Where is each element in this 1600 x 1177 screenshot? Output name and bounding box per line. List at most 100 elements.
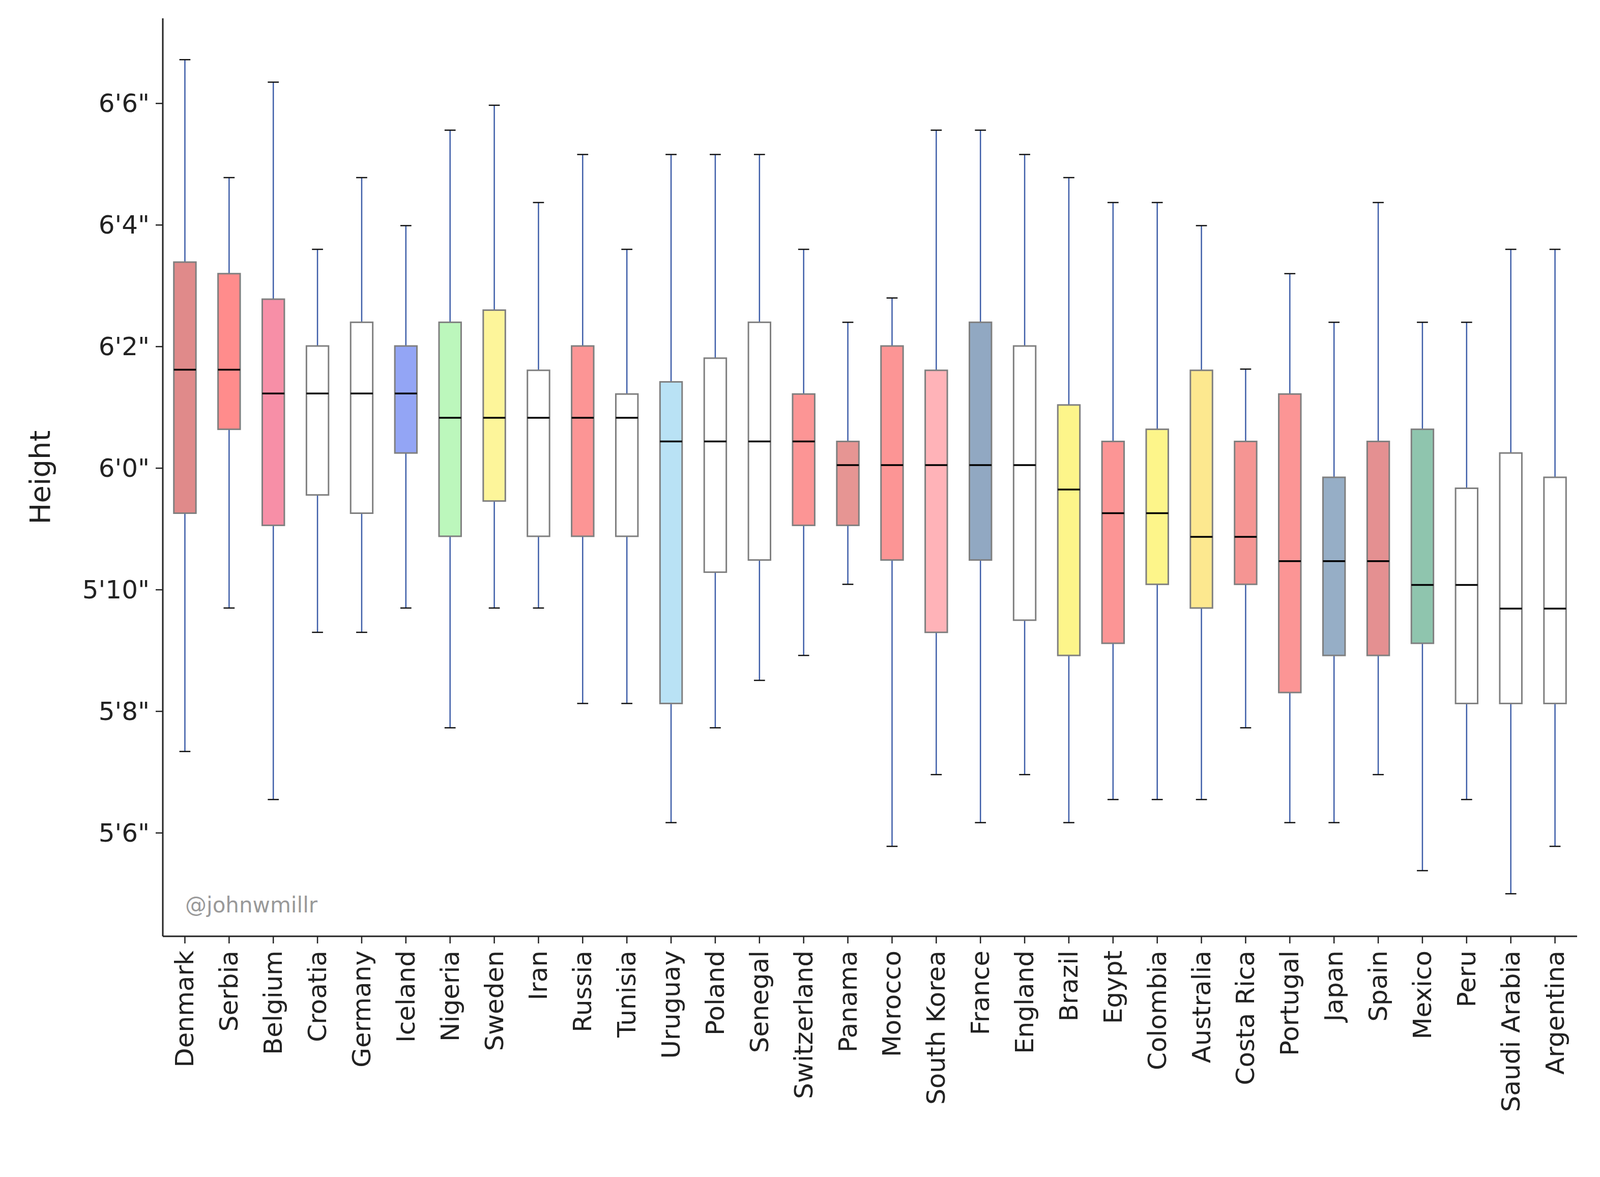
upper-whisker <box>759 154 761 323</box>
upper-cap <box>1196 224 1208 227</box>
lower-whisker <box>759 559 761 681</box>
upper-cap <box>1063 177 1075 179</box>
x-tick <box>361 936 363 944</box>
upper-whisker <box>1024 154 1026 346</box>
x-tick <box>1377 936 1380 944</box>
x-tick <box>184 936 186 944</box>
lower-whisker <box>1068 655 1070 823</box>
upper-cap <box>179 59 191 61</box>
box <box>881 345 904 561</box>
median <box>1278 560 1301 563</box>
upper-cap <box>842 321 854 324</box>
median <box>704 440 726 443</box>
median <box>394 392 417 395</box>
upper-cap <box>753 153 766 156</box>
x-tick <box>1156 936 1158 944</box>
lower-whisker <box>493 501 496 608</box>
lower-whisker <box>1112 643 1115 800</box>
upper-cap <box>1284 273 1296 275</box>
lower-cap <box>1461 798 1473 801</box>
lower-cap <box>1196 798 1208 801</box>
x-tick-label: Switzerland <box>789 950 819 1099</box>
upper-whisker <box>626 249 628 394</box>
median <box>925 463 948 467</box>
lower-whisker <box>449 536 451 728</box>
x-tick-label: Costa Rica <box>1230 950 1261 1085</box>
median <box>306 392 329 395</box>
upper-whisker <box>449 130 451 323</box>
upper-whisker <box>847 322 849 442</box>
lower-whisker <box>228 429 230 608</box>
upper-whisker <box>891 298 893 346</box>
x-tick <box>1289 936 1291 944</box>
x-tick <box>1200 936 1203 944</box>
upper-cap <box>1240 368 1252 370</box>
upper-whisker <box>802 249 805 394</box>
lower-whisker <box>1244 584 1247 728</box>
box <box>394 345 417 453</box>
box <box>1322 477 1345 656</box>
lower-whisker <box>1509 703 1512 894</box>
box <box>571 345 594 537</box>
lower-cap <box>842 583 854 586</box>
upper-whisker <box>979 130 982 323</box>
y-axis-label: Height <box>23 429 57 525</box>
lower-whisker <box>1200 607 1203 800</box>
upper-whisker <box>1554 249 1556 478</box>
upper-cap <box>1461 321 1473 324</box>
chart: 5'6"5'8"5'10"6'0"6'2"6'4"6'6"HeightDenma… <box>0 0 1600 1177</box>
y-tick <box>155 224 163 226</box>
lower-whisker <box>184 512 186 751</box>
median <box>881 463 904 467</box>
median <box>1190 535 1213 538</box>
box <box>1278 393 1301 693</box>
lower-cap <box>665 821 677 824</box>
lower-cap <box>488 607 501 609</box>
lower-cap <box>1416 869 1429 872</box>
lower-whisker <box>1024 620 1026 775</box>
upper-whisker <box>582 154 584 346</box>
lower-cap <box>444 726 456 729</box>
median <box>483 416 506 419</box>
upper-whisker <box>935 130 938 371</box>
y-tick <box>155 102 163 105</box>
box <box>748 322 771 560</box>
lower-cap <box>400 607 412 609</box>
box <box>969 322 992 560</box>
median <box>1234 535 1257 538</box>
box <box>836 441 859 526</box>
median <box>659 440 682 443</box>
box <box>1146 429 1169 585</box>
lower-whisker <box>537 536 540 608</box>
x-tick-label: Nigeria <box>435 950 465 1042</box>
box <box>792 393 815 526</box>
x-axis <box>162 935 1578 938</box>
upper-whisker <box>1509 249 1512 453</box>
x-tick-label: Argentina <box>1540 950 1570 1075</box>
upper-cap <box>223 177 235 179</box>
x-tick-label: Sweden <box>479 950 510 1052</box>
upper-whisker <box>361 177 363 323</box>
y-tick <box>155 710 163 713</box>
y-tick-label: 5'10" <box>82 574 150 605</box>
x-tick-label: Croatia <box>302 950 333 1042</box>
y-tick-label: 6'0" <box>98 453 150 483</box>
y-tick <box>155 345 163 348</box>
upper-cap <box>798 248 810 251</box>
lower-cap <box>1505 892 1517 895</box>
lower-whisker <box>714 571 717 728</box>
upper-whisker <box>272 81 275 300</box>
lower-cap <box>1019 773 1031 776</box>
y-tick-label: 6'6" <box>98 88 150 119</box>
lower-whisker <box>316 495 319 633</box>
upper-cap <box>311 248 324 251</box>
upper-whisker <box>1466 322 1468 488</box>
lower-whisker <box>1377 655 1380 775</box>
lower-whisker <box>1333 655 1335 823</box>
upper-cap <box>1328 321 1340 324</box>
median <box>527 416 550 419</box>
x-tick <box>316 936 319 944</box>
median <box>439 416 461 419</box>
x-tick-label: South Korea <box>921 950 951 1105</box>
y-tick-label: 6'4" <box>98 210 150 240</box>
